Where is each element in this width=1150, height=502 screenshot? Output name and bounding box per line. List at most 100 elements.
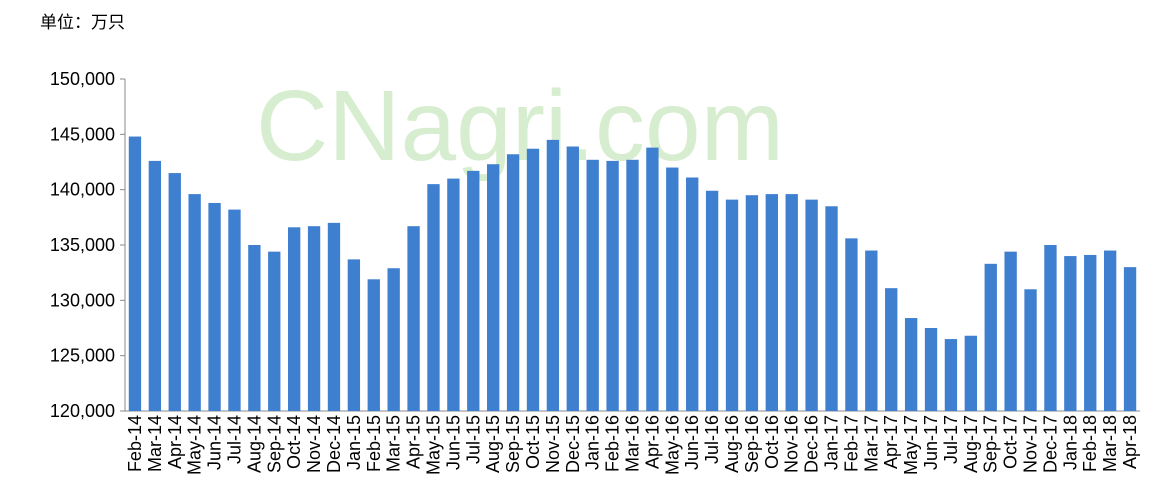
x-tick-label: Mar-14 xyxy=(145,415,165,472)
x-tick-label: Jan-18 xyxy=(1060,415,1080,470)
bar xyxy=(586,159,599,411)
y-tick-label: 135,000 xyxy=(50,235,115,255)
bar xyxy=(984,263,997,411)
x-tick-label: Dec-17 xyxy=(1040,415,1060,473)
x-tick-label: Apr-16 xyxy=(642,415,662,469)
bar xyxy=(686,177,699,411)
bar xyxy=(825,206,838,411)
bar xyxy=(904,318,918,411)
bar xyxy=(964,335,978,411)
bar xyxy=(1024,289,1037,411)
y-tick-label: 150,000 xyxy=(50,69,115,89)
watermark: CNagri.com xyxy=(256,70,784,182)
y-tick-label: 145,000 xyxy=(50,124,115,144)
bar xyxy=(188,194,201,411)
x-tick-label: Feb-18 xyxy=(1080,415,1100,472)
x-tick-label: Oct-15 xyxy=(523,415,543,469)
x-tick-label: Jun-14 xyxy=(205,415,225,470)
bar xyxy=(1064,256,1077,411)
bar xyxy=(526,148,540,411)
bar xyxy=(606,160,619,411)
bar xyxy=(427,184,440,411)
x-tick-label: May-15 xyxy=(423,415,443,475)
bar xyxy=(1004,251,1017,411)
x-tick-label: Dec-16 xyxy=(802,415,822,473)
bar xyxy=(1044,245,1057,411)
x-tick-label: Jul-14 xyxy=(224,415,244,464)
x-tick-label: Oct-17 xyxy=(1001,415,1021,469)
y-tick-label: 130,000 xyxy=(50,290,115,310)
bar xyxy=(865,250,878,411)
bar xyxy=(128,136,142,411)
x-tick-label: Jun-16 xyxy=(682,415,702,470)
bar xyxy=(885,288,898,411)
x-tick-label: Nov-17 xyxy=(1021,415,1041,473)
x-tick-label: Mar-16 xyxy=(623,415,643,472)
x-tick-label: Feb-15 xyxy=(364,415,384,472)
bar xyxy=(646,147,659,411)
bar xyxy=(666,167,679,411)
x-tick-label: Apr-17 xyxy=(881,415,901,469)
x-tick-label: Nov-16 xyxy=(782,415,802,473)
bar xyxy=(705,190,719,411)
x-tick-label: Oct-16 xyxy=(762,415,782,469)
x-tick-label: Oct-14 xyxy=(284,415,304,469)
x-tick-label: Feb-16 xyxy=(603,415,623,472)
bar xyxy=(506,154,520,411)
x-tick-label: Apr-14 xyxy=(165,415,185,469)
bar xyxy=(785,194,798,411)
bar xyxy=(1084,254,1097,411)
bar xyxy=(626,159,639,411)
x-tick-label: Feb-17 xyxy=(841,415,861,472)
x-tick-label: Dec-15 xyxy=(563,415,583,473)
x-tick-label: Aug-17 xyxy=(961,415,981,473)
bar xyxy=(805,199,818,411)
x-tick-label: May-16 xyxy=(662,415,682,475)
bar xyxy=(765,194,778,411)
bar xyxy=(924,328,938,411)
y-tick-label: 125,000 xyxy=(50,346,115,366)
bar xyxy=(745,195,759,411)
x-tick-label: Mar-17 xyxy=(861,415,881,472)
x-tick-label: Dec-14 xyxy=(324,415,344,473)
y-tick-label: 140,000 xyxy=(50,180,115,200)
bar xyxy=(407,226,420,411)
x-tick-label: Sep-14 xyxy=(264,415,284,473)
x-tick-label: Aug-15 xyxy=(483,415,503,473)
bar xyxy=(725,199,739,411)
x-tick-label: Jan-17 xyxy=(822,415,842,470)
bar xyxy=(1123,267,1137,411)
bar xyxy=(467,170,480,411)
x-tick-label: Nov-15 xyxy=(543,415,563,473)
x-tick-label: Apr-15 xyxy=(404,415,424,469)
bar xyxy=(168,173,181,411)
x-tick-label: Nov-14 xyxy=(304,415,324,473)
bar xyxy=(1103,250,1117,411)
x-tick-label: Sep-15 xyxy=(503,415,523,473)
x-tick-label: Aug-14 xyxy=(244,415,264,473)
x-tick-label: Feb-14 xyxy=(125,415,145,472)
bar xyxy=(307,226,321,411)
bar xyxy=(944,339,958,411)
x-tick-label: Jul-15 xyxy=(463,415,483,464)
x-tick-label: Jan-16 xyxy=(583,415,603,470)
x-tick-label: Sep-16 xyxy=(742,415,762,473)
bar xyxy=(228,209,241,411)
bar xyxy=(387,268,400,411)
bar xyxy=(287,227,301,411)
bar xyxy=(845,238,858,411)
x-tick-label: Apr-18 xyxy=(1120,415,1140,469)
bar xyxy=(148,160,162,411)
x-tick-label: May-14 xyxy=(185,415,205,475)
bar xyxy=(268,251,281,411)
x-tick-label: May-17 xyxy=(901,415,921,475)
bar xyxy=(347,259,361,411)
x-tick-label: Aug-16 xyxy=(722,415,742,473)
bar xyxy=(566,146,579,412)
bar xyxy=(208,202,221,411)
unit-label: 单位：万只 xyxy=(40,13,125,33)
x-tick-label: Mar-15 xyxy=(384,415,404,472)
bar xyxy=(487,164,500,411)
